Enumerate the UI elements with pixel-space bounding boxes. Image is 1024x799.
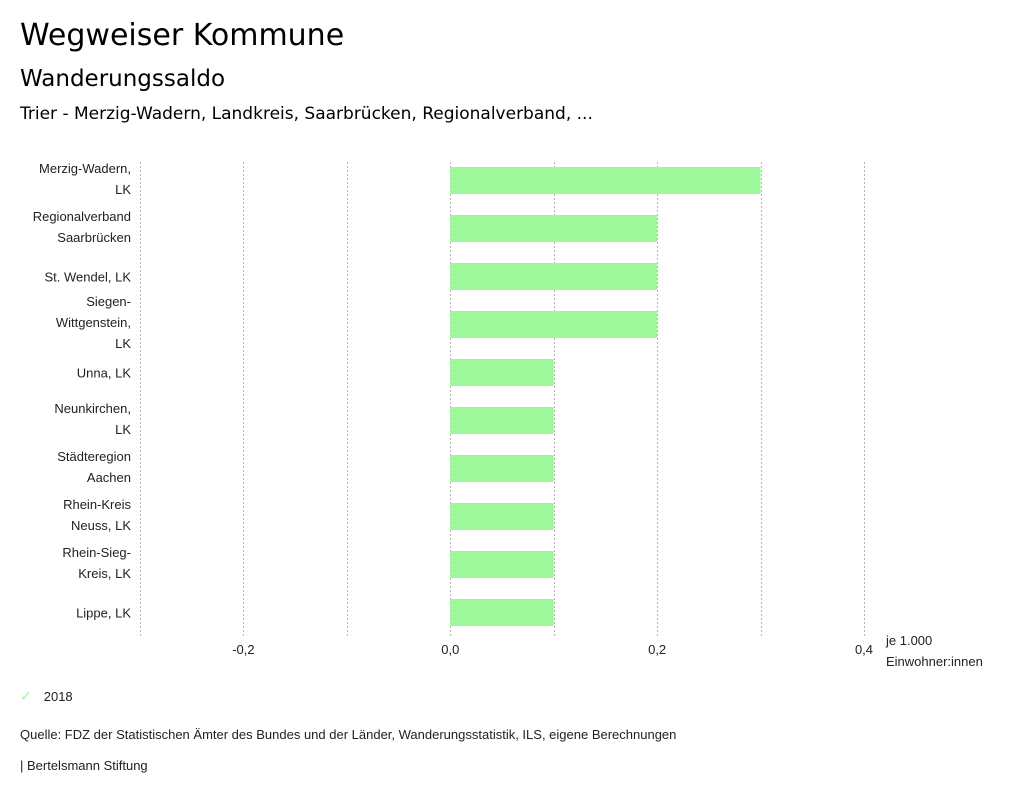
bar[interactable] (450, 359, 554, 386)
bars (450, 167, 761, 626)
bar[interactable] (450, 311, 658, 338)
region-selection: Trier - Merzig-Wadern, Landkreis, Saarbr… (20, 104, 593, 124)
category-label: Aachen (87, 470, 131, 485)
category-label: Rhein-Kreis (63, 497, 131, 512)
category-label: Neuss, LK (71, 518, 131, 533)
category-labels: Merzig-Wadern, LK Regionalverband Saarbrück… (33, 161, 132, 621)
bar[interactable] (450, 551, 554, 578)
category-label: Wittgenstein, (56, 315, 131, 330)
bar[interactable] (450, 599, 554, 626)
bar[interactable] (450, 503, 554, 530)
bar[interactable] (450, 167, 761, 194)
category-label: St. Wendel, LK (45, 270, 132, 285)
bar-chart: Merzig-Wadern, LK Regionalverband Saarbrück… (33, 161, 873, 657)
x-axis-unit-line-1: je 1.000 (886, 633, 933, 648)
category-label: Siegen- (86, 294, 131, 309)
page-title: Wegweiser Kommune (20, 18, 345, 53)
check-icon: ✓ (20, 688, 32, 704)
category-label: Städteregion (57, 449, 131, 464)
category-label: LK (115, 336, 131, 351)
gridlines (140, 162, 865, 636)
x-tick-label: -0,2 (232, 642, 254, 657)
category-label: Lippe, LK (76, 606, 131, 621)
category-label: Regionalverband (33, 209, 131, 224)
brand-credit: | Bertelsmann Stiftung (20, 758, 148, 773)
category-label: Saarbrücken (57, 230, 131, 245)
chart-subtitle: Wanderungssaldo (20, 66, 226, 92)
x-tick-label: 0,2 (648, 642, 666, 657)
x-tick-label: 0,4 (855, 642, 873, 657)
x-axis-ticks: -0,2 0,0 0,2 0,4 (232, 642, 873, 657)
legend-label: 2018 (43, 689, 73, 704)
category-label: Merzig-Wadern, (39, 161, 131, 176)
category-label: Rhein-Sieg- (62, 545, 131, 560)
bar[interactable] (450, 455, 554, 482)
legend-item-2018[interactable]: ✓ 2018 (20, 688, 73, 705)
x-axis-unit-line-2: Einwohner:innen (886, 654, 983, 669)
category-label: LK (115, 182, 131, 197)
bar[interactable] (450, 407, 554, 434)
category-label: Unna, LK (77, 366, 132, 381)
source-note: Quelle: FDZ der Statistischen Ämter des … (20, 727, 677, 742)
bar[interactable] (450, 263, 658, 290)
x-axis-unit: je 1.000 Einwohner:innen (886, 630, 983, 672)
category-label: Kreis, LK (78, 566, 131, 581)
bar[interactable] (450, 215, 658, 242)
category-label: LK (115, 422, 131, 437)
category-label: Neunkirchen, (54, 401, 131, 416)
x-tick-label: 0,0 (441, 642, 459, 657)
